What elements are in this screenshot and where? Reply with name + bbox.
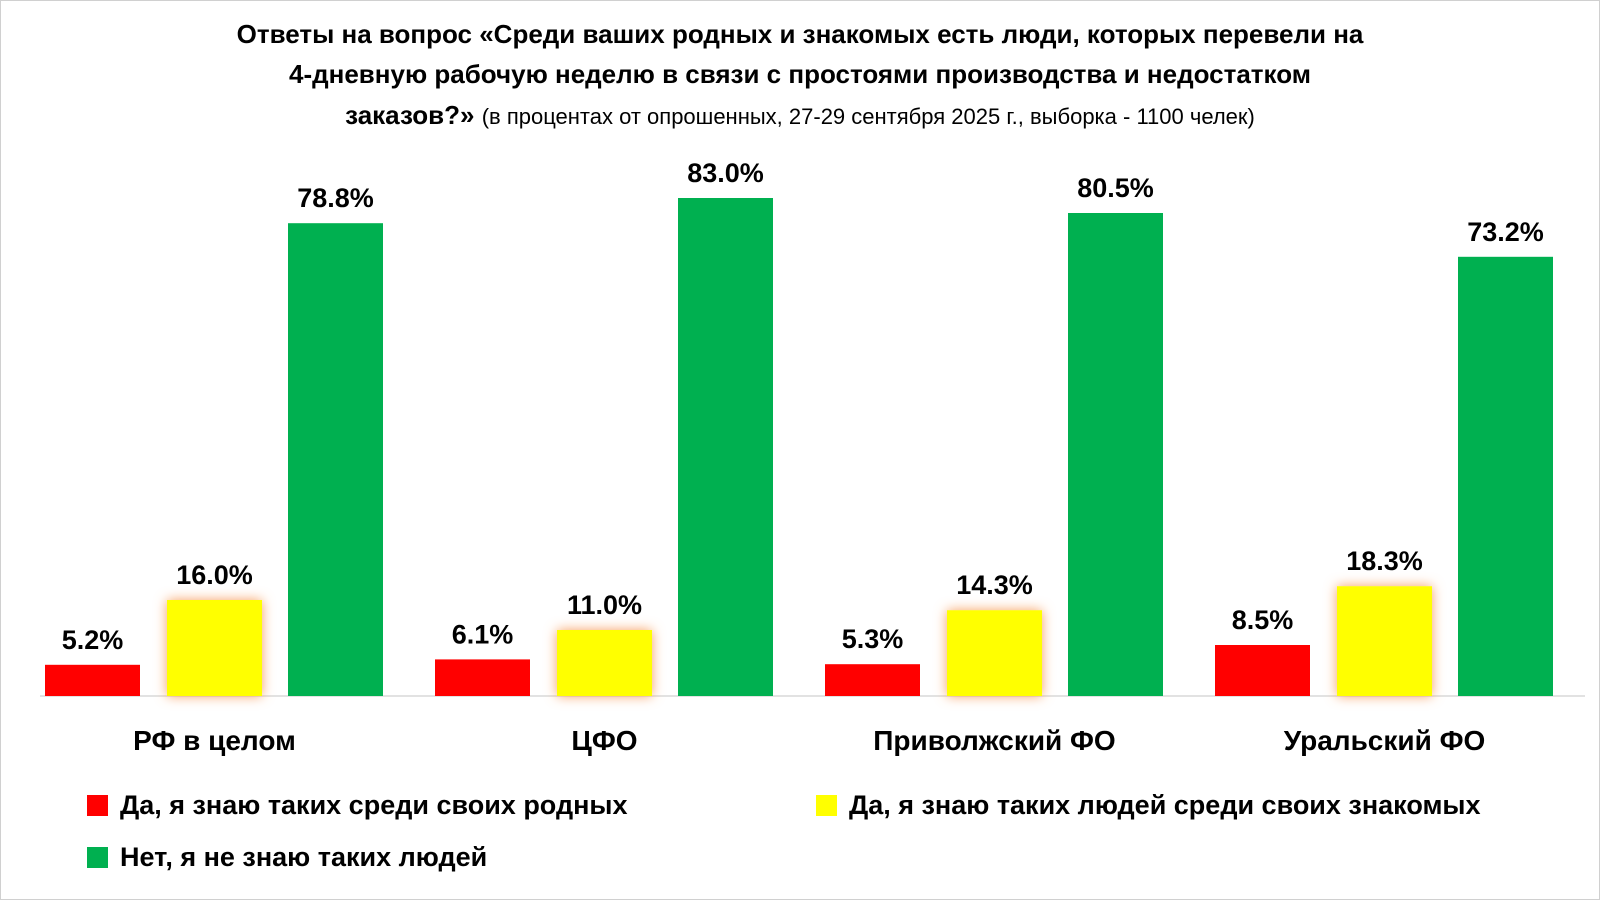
chart-title-line-2: 4-дневную рабочую неделю в связи с прост… <box>289 59 1311 89</box>
data-label: 18.3% <box>1346 546 1423 576</box>
legend-label: Да, я знаю таких среди своих родных <box>120 790 628 820</box>
data-label: 11.0% <box>567 590 642 620</box>
bar-2-3 <box>947 610 1042 696</box>
legend-item-acquaintances: Да, я знаю таких людей среди своих знако… <box>816 790 1481 821</box>
chart-title-line-3: заказов?» (в процентах от опрошенных, 27… <box>0 95 1600 137</box>
data-label: 80.5% <box>1077 173 1154 203</box>
legend-label: Да, я знаю таких людей среди своих знако… <box>849 790 1481 820</box>
category-label: Уральский ФО <box>1284 725 1486 756</box>
legend-item-no: Нет, я не знаю таких людей <box>87 842 487 873</box>
bar-3-1 <box>288 223 383 696</box>
legend-swatch-yellow <box>816 795 837 816</box>
data-label: 5.2% <box>62 625 124 655</box>
data-label: 78.8% <box>297 183 374 213</box>
data-label: 14.3% <box>956 570 1033 600</box>
bar-2-4 <box>1337 586 1432 696</box>
bar-3-2 <box>678 198 773 696</box>
data-label: 83.0% <box>687 158 764 188</box>
legend-swatch-red <box>87 795 108 816</box>
bar-1-1 <box>45 664 140 696</box>
data-label: 16.0% <box>176 560 253 590</box>
chart-subtitle: (в процентах от опрошенных, 27-29 сентяб… <box>481 104 1255 129</box>
legend-swatch-green <box>87 847 108 868</box>
legend-label: Нет, я не знаю таких людей <box>120 842 488 872</box>
bar-1-2 <box>435 659 530 696</box>
data-label: 73.2% <box>1467 217 1544 247</box>
chart-title-end: заказов?» <box>345 100 475 130</box>
chart-title-line-1: Ответы на вопрос «Среди ваших родных и з… <box>236 19 1364 49</box>
bar-1-4 <box>1215 645 1310 696</box>
bar-2-2 <box>557 630 652 696</box>
legend-item-relatives: Да, я знаю таких среди своих родных <box>87 790 627 821</box>
data-label: 8.5% <box>1232 605 1294 635</box>
bar-2-1 <box>167 600 262 696</box>
bar-3-4 <box>1458 256 1553 696</box>
category-label: РФ в целом <box>133 725 296 756</box>
data-label: 6.1% <box>452 619 514 649</box>
category-label: ЦФО <box>571 725 637 756</box>
data-label: 5.3% <box>842 624 904 654</box>
bar-3-3 <box>1068 213 1163 696</box>
category-label: Приволжский ФО <box>873 725 1115 756</box>
bar-1-3 <box>825 664 920 696</box>
